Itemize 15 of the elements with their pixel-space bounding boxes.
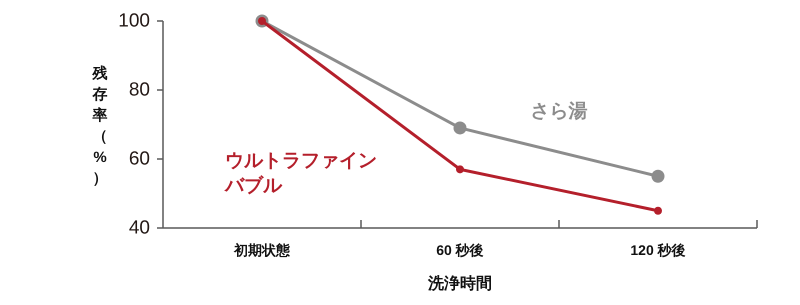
- x-tick-label: 初期状態: [233, 242, 291, 258]
- x-tick-label: 60 秒後: [436, 242, 484, 258]
- y-axis-title: 残存率（%）: [92, 65, 108, 187]
- y-tick-label: 40: [128, 218, 150, 238]
- x-tick-label: 120 秒後: [630, 242, 686, 258]
- y-tick-label: 80: [128, 80, 150, 100]
- y-tick-label: 60: [128, 148, 150, 170]
- y-tick-label: 100: [118, 10, 150, 32]
- x-axis-title: 洗浄時間: [427, 274, 492, 292]
- point: [654, 206, 662, 215]
- point: [454, 121, 466, 134]
- series-label: さら湯: [530, 101, 588, 122]
- series-label: ウルトラファインバブル: [224, 150, 377, 196]
- point: [456, 165, 464, 174]
- point: [652, 170, 664, 183]
